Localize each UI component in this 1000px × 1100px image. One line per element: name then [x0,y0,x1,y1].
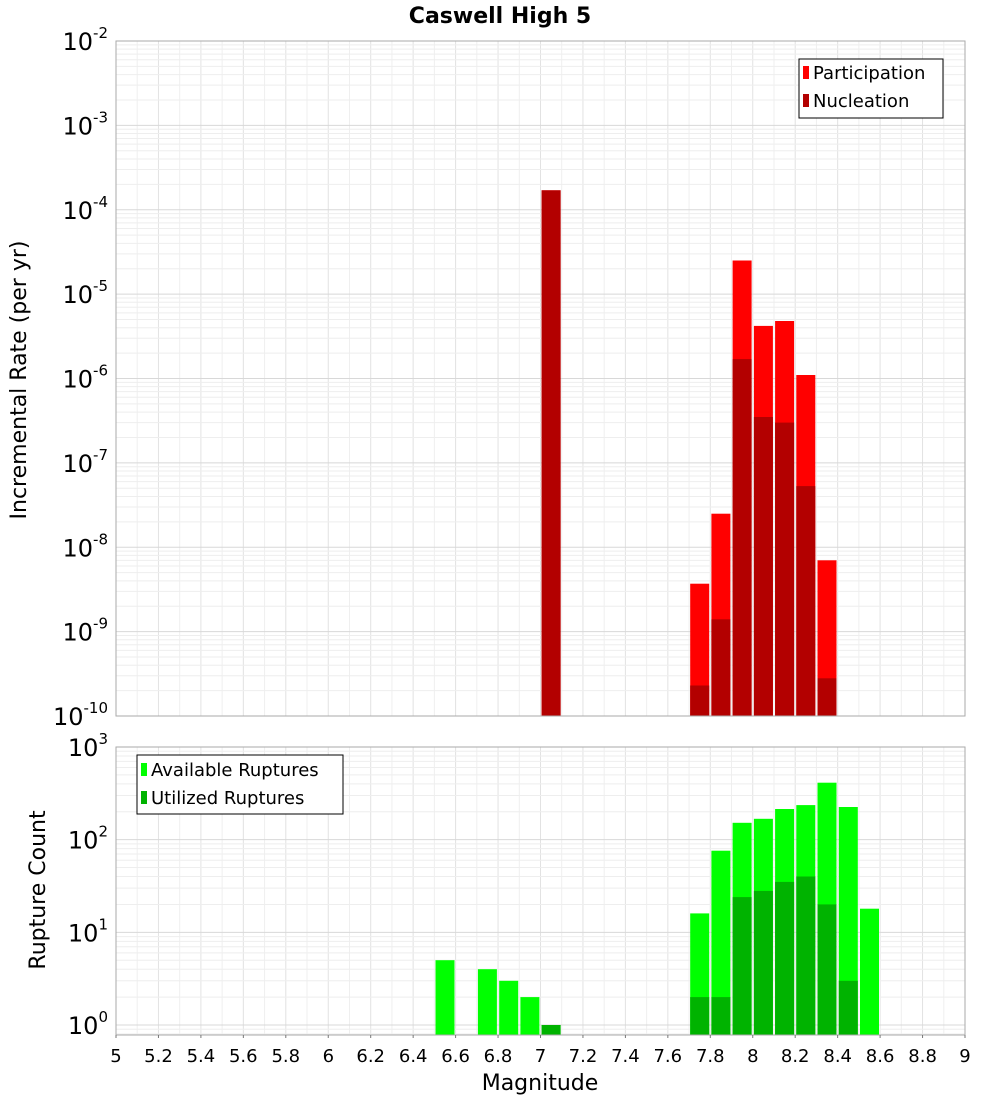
x-tick-label: 7.4 [611,1046,640,1067]
bottom-bar-available-ruptures [435,960,455,1035]
top-y-tick-label: 10-8 [62,530,108,562]
bottom-bar-utilized-ruptures [732,897,752,1035]
x-tick-label: 6.8 [484,1046,513,1067]
bottom-bar-available-ruptures [711,850,731,1035]
top-y-tick-label: 10-7 [62,446,108,478]
x-tick-label: 8.8 [908,1046,937,1067]
bottom-legend: Available Ruptures Utilized Ruptures [136,754,344,815]
top-y-tick-label: 10-3 [62,108,108,140]
bottom-y-axis-title: Rupture Count [26,810,51,970]
x-tick-label: 5.6 [229,1046,258,1067]
bottom-bar-available-ruptures [520,997,540,1035]
bottom-y-tick-label: 101 [68,915,108,947]
top-y-tick-label: 10-6 [62,362,108,394]
bottom-y-tick-label: 103 [68,730,108,762]
x-tick-label: 8.4 [823,1046,852,1067]
top-y-tick-label: 10-10 [53,699,108,731]
top-bar-nucleation [775,422,795,716]
top-bar-nucleation [753,417,773,716]
bottom-bar-available-ruptures [838,807,858,1035]
legend-label-utilized: Utilized Ruptures [151,788,304,809]
x-tick-label: 6.4 [399,1046,428,1067]
x-tick-label: 8.6 [866,1046,895,1067]
x-tick-label: 8 [747,1046,758,1067]
top-bar-nucleation [541,190,561,717]
top-y-tick-label: 10-4 [62,193,108,225]
bottom-bar-utilized-ruptures [541,1025,561,1035]
x-tick-label: 7 [535,1046,546,1067]
bottom-bar-utilized-ruptures [817,904,837,1035]
x-tick-label: 5.2 [144,1046,173,1067]
x-tick-label: 6.6 [441,1046,470,1067]
bottom-bar-utilized-ruptures [775,881,795,1035]
x-tick-label: 5.8 [271,1046,300,1067]
legend-swatch-participation [803,66,809,79]
bottom-y-tick-label: 102 [68,823,108,855]
bottom-bar-utilized-ruptures [796,876,816,1035]
top-y-tick-label: 10-9 [62,615,108,647]
top-y-axis-title: Incremental Rate (per yr) [7,241,32,520]
bottom-bar-utilized-ruptures [711,997,731,1035]
x-tick-label: 7.8 [696,1046,725,1067]
legend-label-participation: Participation [813,63,925,84]
bottom-bar-utilized-ruptures [838,980,858,1035]
bottom-bar-available-ruptures [860,908,879,1035]
x-tick-label: 6.2 [356,1046,385,1067]
top-y-tick-label: 10-2 [62,24,108,56]
bottom-bar-utilized-ruptures [690,997,710,1035]
top-legend: Participation Nucleation [798,58,944,119]
x-tick-label: 6 [323,1046,334,1067]
top-bar-nucleation [732,359,752,716]
top-bar-participation [817,560,837,716]
bottom-bar-available-ruptures [477,969,497,1035]
x-tick-label: 5 [110,1046,121,1067]
top-bar-nucleation [711,619,731,716]
bottom-bar-available-ruptures [499,980,519,1035]
x-tick-label: 8.2 [781,1046,810,1067]
x-tick-label: 5.4 [187,1046,216,1067]
x-tick-label: 7.2 [569,1046,598,1067]
x-tick-label: 9 [959,1046,970,1067]
top-y-tick-label: 10-5 [62,277,108,309]
legend-label-available: Available Ruptures [151,760,319,781]
chart-title: Caswell High 5 [409,4,591,29]
top-bar-nucleation [690,685,710,716]
top-bar-nucleation [817,678,837,716]
top-bar-nucleation [796,486,816,716]
legend-swatch-utilized [141,791,147,804]
top-bar-participation [690,583,710,716]
x-tick-label: 7.6 [653,1046,682,1067]
bottom-y-tick-label: 100 [68,1008,108,1040]
top-plot-frame [115,40,966,717]
bottom-bar-utilized-ruptures [753,890,773,1035]
legend-swatch-available [141,763,147,776]
legend-swatch-nucleation [803,94,809,107]
x-axis-title: Magnitude [482,1071,599,1096]
top-plot-area: 10-2 10-3 10-4 10-5 10-6 10-7 10-8 10-9 10-10 [53,24,966,731]
legend-label-nucleation: Nucleation [813,91,909,112]
